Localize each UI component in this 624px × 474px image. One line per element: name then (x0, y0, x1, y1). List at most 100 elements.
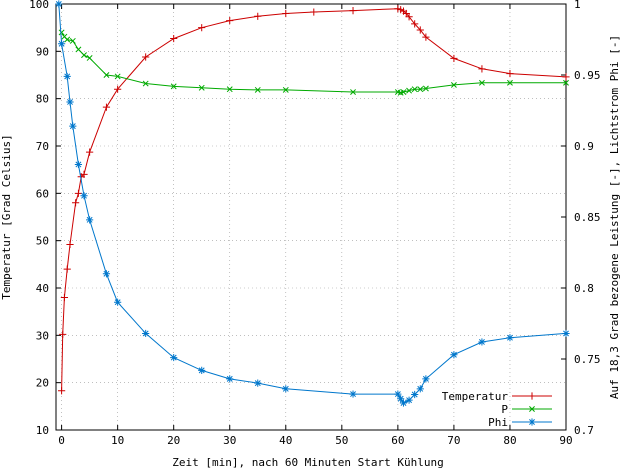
data-point-phi (80, 192, 88, 200)
data-point-p (142, 80, 149, 87)
data-point-phi (478, 338, 486, 346)
data-point-phi (282, 385, 290, 393)
y2-tick-label: 0.95 (574, 69, 601, 82)
data-point-temperatur (66, 240, 74, 249)
data-point-p (58, 29, 65, 36)
y-tick-label: 20 (36, 377, 49, 390)
y-tick-label: 60 (36, 187, 49, 200)
data-point-phi (198, 366, 206, 374)
y2-tick-label: 1 (574, 0, 581, 11)
data-point-phi (69, 122, 77, 130)
y2-tick-label: 0.9 (574, 140, 594, 153)
data-point-p (411, 86, 418, 93)
y2-tick-label: 0.7 (574, 424, 594, 437)
y-tick-label: 90 (36, 45, 49, 58)
legend-marker-p (529, 406, 535, 412)
data-point-p (64, 36, 71, 43)
x-tick-label: 60 (391, 434, 404, 447)
x-tick-label: 10 (111, 434, 124, 447)
data-point-p (563, 79, 569, 86)
data-point-temperatur (102, 103, 111, 111)
data-point-p (86, 55, 93, 61)
data-point-p (114, 73, 121, 80)
data-point-phi (55, 0, 63, 8)
x-tick-label: 70 (447, 434, 460, 447)
data-point-temperatur (63, 265, 71, 273)
data-point-phi (399, 399, 408, 407)
series-layer (55, 0, 570, 407)
y-tick-label: 30 (36, 329, 49, 342)
data-point-phi (254, 379, 262, 387)
data-point-temperatur (86, 148, 94, 156)
data-point-phi (397, 395, 405, 403)
data-point-phi (411, 390, 419, 399)
data-point-temperatur (142, 53, 150, 61)
data-point-p (254, 86, 261, 93)
data-point-temperatur (562, 73, 570, 81)
data-point-p (170, 83, 177, 90)
data-point-p (350, 89, 356, 95)
legend-label-temperatur: Temperatur (442, 390, 509, 403)
data-point-temperatur (254, 12, 262, 20)
data-point-phi (142, 329, 150, 338)
data-point-p (226, 86, 233, 93)
x-tick-label: 20 (167, 434, 180, 447)
data-point-phi (66, 98, 74, 106)
plot-frame (55, 3, 567, 431)
x-tick-label: 0 (58, 434, 65, 447)
x-tick-label: 30 (223, 434, 236, 447)
legend-label-phi: Phi (488, 416, 508, 429)
legend-label-p: P (501, 403, 508, 416)
data-point-temperatur (422, 33, 430, 41)
data-point-phi (86, 216, 94, 224)
data-point-temperatur (450, 54, 458, 63)
legend-item-phi: Phi (488, 416, 552, 429)
data-point-temperatur (226, 16, 234, 25)
x-tick-label: 50 (335, 434, 348, 447)
series-temperatur (58, 5, 570, 395)
series-p (58, 29, 569, 96)
data-point-temperatur (80, 170, 88, 178)
data-point-p (450, 81, 457, 88)
y-tick-label: 100 (29, 0, 49, 11)
data-point-phi (422, 375, 430, 383)
data-point-p (478, 79, 485, 86)
data-point-phi (405, 396, 413, 404)
data-point-p (198, 84, 205, 91)
data-point-phi (74, 160, 83, 169)
data-point-temperatur (72, 199, 80, 207)
x-tick-label: 80 (503, 434, 516, 447)
y2-tick-label: 0.8 (574, 282, 594, 295)
data-point-phi (562, 329, 570, 338)
data-point-phi (114, 298, 122, 306)
y2-axis-label: Auf 18,3 Grad bezogene Leistung [-], Lic… (608, 35, 621, 399)
data-point-p (103, 72, 110, 78)
data-point-phi (226, 375, 234, 383)
data-point-temperatur (506, 69, 514, 78)
data-point-phi (102, 270, 111, 278)
data-point-p (417, 86, 424, 93)
data-point-temperatur (114, 85, 122, 93)
x-axis-label: Zeit [min], nach 60 Minuten Start Kühlun… (172, 456, 444, 469)
data-point-temperatur (170, 34, 178, 43)
data-point-phi (394, 390, 402, 398)
x-tick-label: 40 (279, 434, 292, 447)
legend-item-p: P (501, 403, 552, 416)
y-tick-label: 50 (36, 235, 49, 248)
data-point-temperatur (59, 330, 67, 338)
data-point-temperatur (405, 13, 413, 21)
data-point-p (75, 46, 82, 53)
data-point-temperatur (478, 65, 486, 73)
data-point-temperatur (349, 7, 357, 15)
data-point-phi (416, 385, 424, 393)
data-point-p (282, 86, 289, 93)
data-point-p (507, 79, 513, 86)
data-point-p (422, 85, 429, 92)
data-point-phi (170, 353, 178, 362)
x-tick-label: 90 (559, 434, 572, 447)
data-point-temperatur (416, 26, 424, 34)
series-phi (55, 0, 570, 407)
legend-marker-temperatur (528, 392, 536, 400)
data-point-temperatur (74, 189, 83, 197)
